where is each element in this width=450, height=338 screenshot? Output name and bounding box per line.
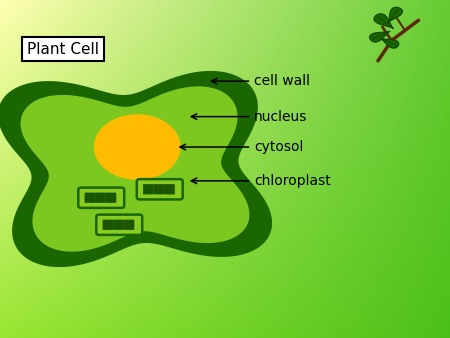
Polygon shape [21,86,249,252]
FancyBboxPatch shape [153,184,164,194]
FancyBboxPatch shape [85,193,95,203]
FancyBboxPatch shape [113,220,124,230]
Polygon shape [369,31,390,42]
FancyBboxPatch shape [143,184,154,194]
Polygon shape [388,7,402,23]
FancyBboxPatch shape [96,215,142,235]
Polygon shape [381,39,399,48]
Text: cytosol: cytosol [180,140,304,154]
Polygon shape [374,14,393,28]
FancyBboxPatch shape [137,179,183,199]
FancyBboxPatch shape [164,184,175,194]
Text: cell wall: cell wall [212,74,310,88]
Circle shape [94,115,180,179]
FancyBboxPatch shape [106,193,116,203]
FancyBboxPatch shape [103,220,113,230]
FancyBboxPatch shape [95,193,106,203]
Text: chloroplast: chloroplast [191,174,331,188]
Text: Plant Cell: Plant Cell [27,42,99,56]
Polygon shape [0,71,272,267]
FancyBboxPatch shape [124,220,134,230]
FancyBboxPatch shape [78,188,124,208]
Text: nucleus: nucleus [191,110,308,124]
